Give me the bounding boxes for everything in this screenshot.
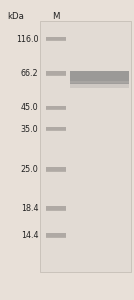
Bar (70, 83, 129, 88)
Bar (46, 167, 66, 172)
Text: M: M (52, 12, 59, 21)
Bar (46, 130, 66, 131)
Text: 66.2: 66.2 (21, 69, 38, 78)
Bar (46, 40, 66, 41)
Text: 25.0: 25.0 (21, 165, 38, 174)
Bar (70, 81, 129, 84)
Text: 18.4: 18.4 (21, 204, 38, 213)
Bar (70, 87, 129, 88)
Bar (46, 237, 66, 238)
Bar (46, 206, 66, 211)
Text: kDa: kDa (7, 12, 24, 21)
Text: 14.4: 14.4 (21, 231, 38, 240)
Bar (46, 37, 66, 41)
Text: 45.0: 45.0 (21, 103, 38, 112)
FancyBboxPatch shape (40, 21, 131, 272)
Bar (70, 71, 129, 84)
Bar (46, 106, 66, 110)
Text: 35.0: 35.0 (21, 124, 38, 134)
Bar (46, 75, 66, 76)
Bar (46, 109, 66, 110)
Bar (46, 210, 66, 211)
Bar (46, 71, 66, 76)
Bar (46, 127, 66, 131)
Text: 116.0: 116.0 (16, 34, 38, 43)
Bar (46, 171, 66, 172)
Bar (46, 233, 66, 238)
